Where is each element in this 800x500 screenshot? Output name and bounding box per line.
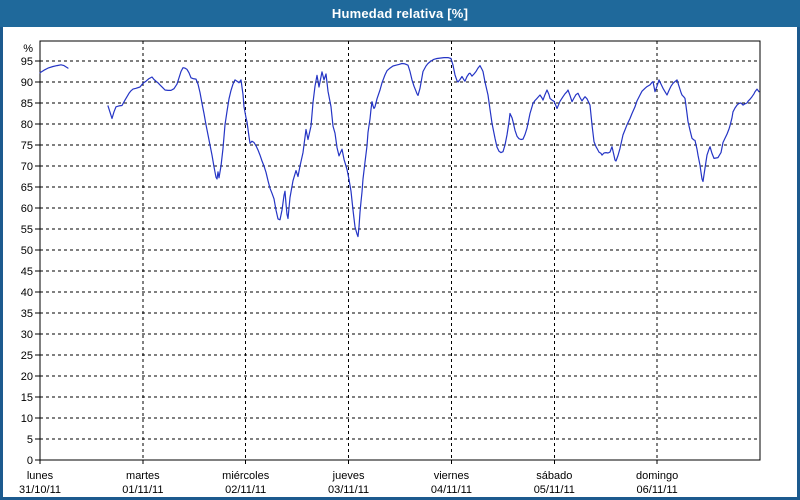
plot-frame xyxy=(39,40,761,461)
y-tick-label: 55 xyxy=(21,224,33,236)
y-tick-label: 60 xyxy=(21,203,33,215)
window-titlebar: Humedad relativa [%] xyxy=(0,0,800,27)
y-tick-label: 10 xyxy=(21,413,33,425)
y-tick-label: 20 xyxy=(21,371,33,383)
x-day-date-label: 03/11/11 xyxy=(328,484,369,496)
y-tick-label: 40 xyxy=(21,287,33,299)
y-tick-label: 50 xyxy=(21,245,33,257)
y-tick-label: 90 xyxy=(21,77,33,89)
x-day-name-label: jueves xyxy=(332,470,365,482)
window-title: Humedad relativa [%] xyxy=(331,6,469,21)
y-tick-label: 85 xyxy=(21,98,33,110)
x-day-name-label: martes xyxy=(126,470,160,482)
x-day-name-label: sábado xyxy=(536,470,572,482)
y-axis-unit-label: % xyxy=(23,43,33,55)
x-day-date-label: 01/11/11 xyxy=(122,484,163,496)
x-day-date-label: 05/11/11 xyxy=(534,484,575,496)
x-day-name-label: viernes xyxy=(434,470,470,482)
y-tick-label: 70 xyxy=(21,161,33,173)
humidity-series-line xyxy=(107,56,760,238)
x-day-name-label: lunes xyxy=(27,470,54,482)
y-tick-label: 75 xyxy=(21,140,33,152)
y-tick-label: 95 xyxy=(21,56,33,68)
x-day-date-label: 02/11/11 xyxy=(225,484,266,496)
y-tick-label: 0 xyxy=(27,455,33,467)
y-tick-label: 5 xyxy=(27,434,33,446)
humidity-series-line xyxy=(39,64,69,74)
y-tick-label: 65 xyxy=(21,182,33,194)
y-tick-label: 15 xyxy=(21,392,33,404)
y-tick-label: 30 xyxy=(21,329,33,341)
y-tick-label: 35 xyxy=(21,308,33,320)
x-day-name-label: domingo xyxy=(636,470,678,482)
x-day-date-label: 06/11/11 xyxy=(637,484,678,496)
x-day-date-label: 04/11/11 xyxy=(431,484,472,496)
y-tick-label: 25 xyxy=(21,350,33,362)
x-day-date-label: 31/10/11 xyxy=(19,484,61,496)
x-day-name-label: miércoles xyxy=(222,470,270,482)
y-tick-label: 80 xyxy=(21,119,33,131)
y-tick-label: 45 xyxy=(21,266,33,278)
